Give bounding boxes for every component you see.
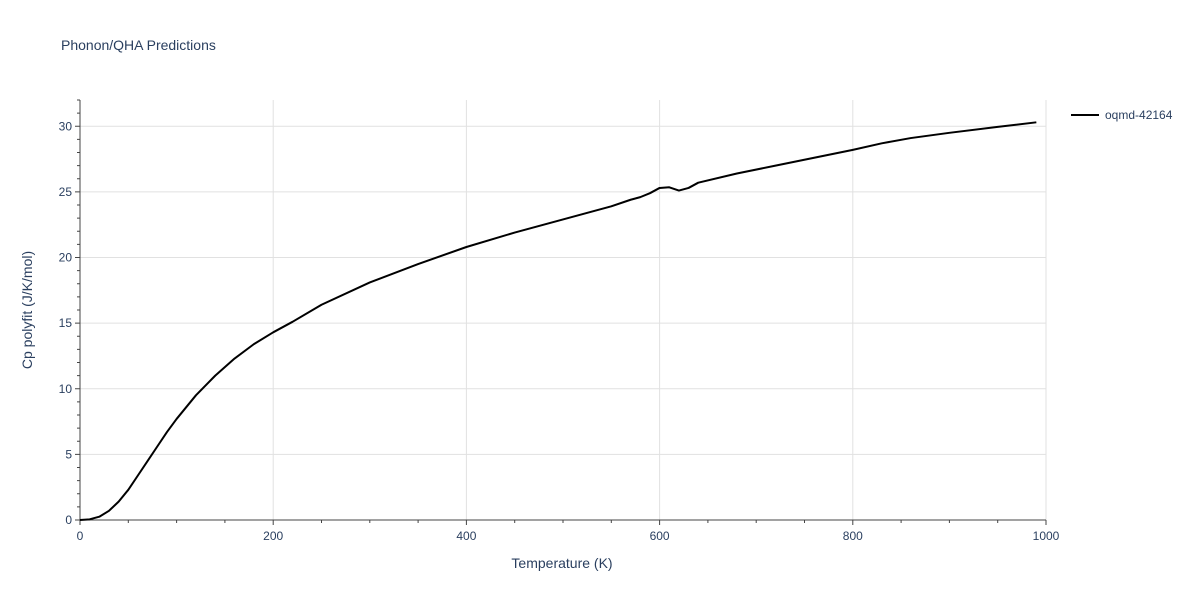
legend[interactable]: oqmd-42164	[1071, 108, 1173, 122]
chart-title: Phonon/QHA Predictions	[61, 37, 216, 53]
x-tick-label: 0	[77, 529, 84, 543]
x-tick-label: 800	[843, 529, 863, 543]
grid	[80, 100, 1047, 520]
y-axis-ticks: 0 5 10 15 20 25 30	[59, 119, 73, 527]
x-axis-ticks: 0 200 400 600 800 1000	[77, 529, 1060, 543]
series-line	[79, 121, 1037, 521]
y-tick-label: 30	[59, 119, 73, 133]
x-tick-label: 1000	[1033, 529, 1060, 543]
legend-label: oqmd-42164	[1105, 108, 1173, 122]
y-axis-title: Cp polyfit (J/K/mol)	[19, 251, 35, 369]
y-tick-label: 20	[59, 251, 73, 265]
y-tick-label: 10	[59, 382, 73, 396]
y-tick-label: 5	[65, 447, 72, 461]
y-tick-label: 25	[59, 185, 73, 199]
legend-item[interactable]: oqmd-42164	[1071, 108, 1173, 122]
x-axis-title: Temperature (K)	[511, 555, 612, 571]
x-tick-label: 200	[263, 529, 283, 543]
series-lines	[79, 121, 1037, 521]
y-tick-label: 15	[59, 316, 73, 330]
x-tick-label: 400	[456, 529, 476, 543]
y-tick-label: 0	[65, 513, 72, 527]
axes	[75, 99, 1047, 525]
x-tick-label: 600	[650, 529, 670, 543]
